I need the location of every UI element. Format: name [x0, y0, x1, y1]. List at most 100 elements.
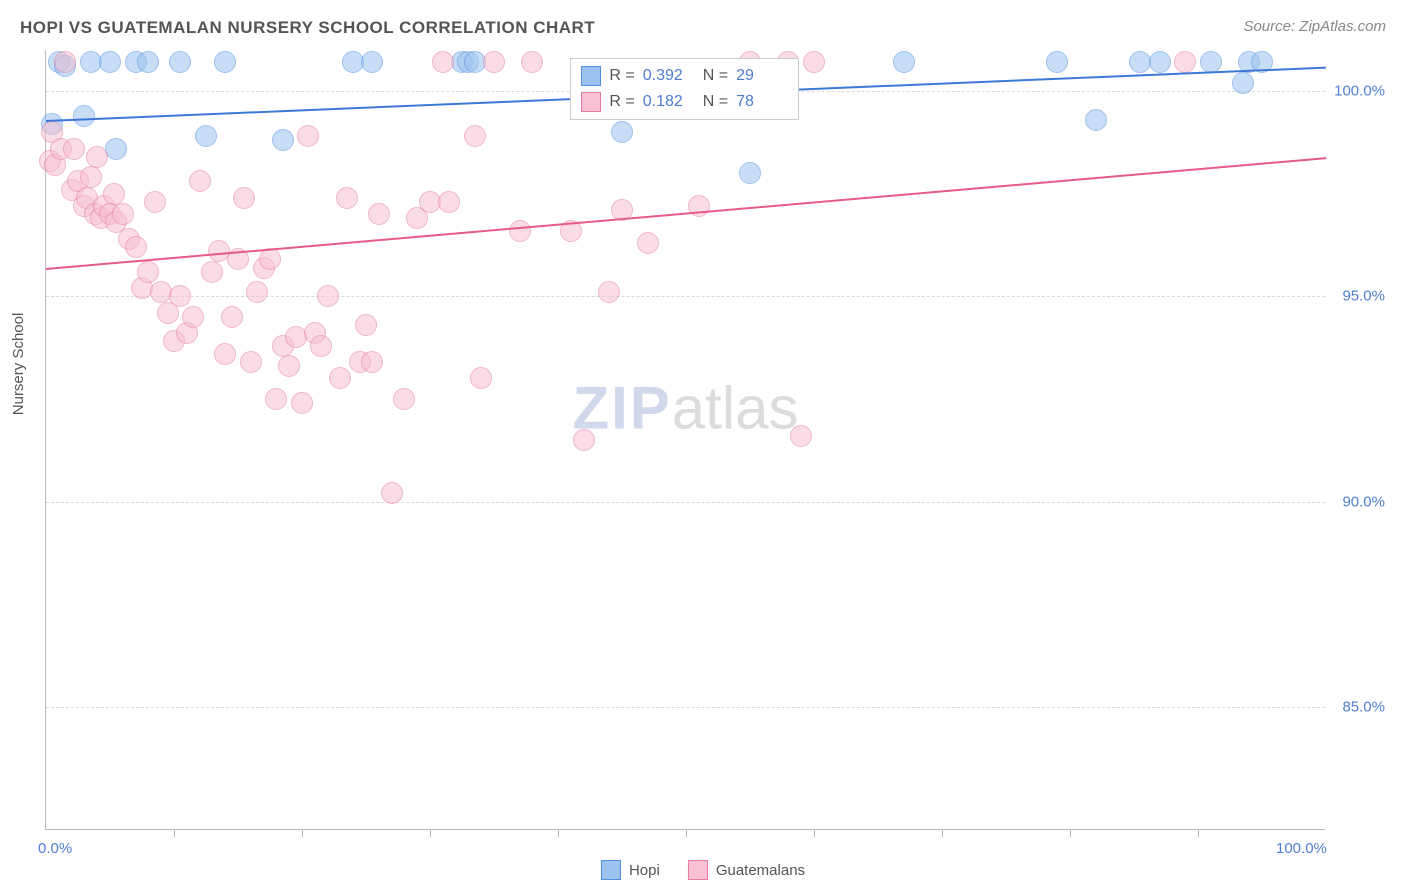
- data-point: [221, 306, 243, 328]
- data-point: [201, 261, 223, 283]
- legend-item: Guatemalans: [688, 860, 805, 880]
- x-tick: [430, 829, 431, 837]
- data-point: [182, 306, 204, 328]
- data-point: [790, 425, 812, 447]
- data-point: [464, 125, 486, 147]
- stat-n-label: N =: [703, 67, 728, 85]
- y-tick-label: 90.0%: [1342, 493, 1385, 510]
- data-point: [99, 51, 121, 73]
- data-point: [103, 183, 125, 205]
- data-point: [137, 51, 159, 73]
- data-point: [521, 51, 543, 73]
- data-point: [637, 232, 659, 254]
- stat-r-label: R =: [609, 93, 634, 111]
- data-point: [233, 187, 255, 209]
- x-tick: [302, 829, 303, 837]
- legend-item: Hopi: [601, 860, 660, 880]
- legend-swatch: [581, 92, 601, 112]
- data-point: [54, 51, 76, 73]
- data-point: [803, 51, 825, 73]
- stat-n-value: 29: [736, 67, 788, 85]
- x-tick: [1070, 829, 1071, 837]
- data-point: [291, 392, 313, 414]
- y-axis-title: Nursery School: [10, 313, 27, 416]
- gridline: [46, 296, 1325, 297]
- trend-line: [46, 157, 1326, 270]
- stat-r-label: R =: [609, 67, 634, 85]
- data-point: [317, 285, 339, 307]
- data-point: [573, 429, 595, 451]
- data-point: [355, 314, 377, 336]
- data-point: [611, 121, 633, 143]
- data-point: [63, 138, 85, 160]
- data-point: [310, 335, 332, 357]
- data-point: [137, 261, 159, 283]
- data-point: [169, 285, 191, 307]
- data-point: [329, 367, 351, 389]
- watermark-atlas: atlas: [672, 375, 799, 442]
- legend-stats-row: R = 0.182 N = 78: [581, 89, 788, 115]
- x-tick-label: 0.0%: [38, 840, 72, 857]
- data-point: [509, 220, 531, 242]
- x-tick: [942, 829, 943, 837]
- chart-title: HOPI VS GUATEMALAN NURSERY SCHOOL CORREL…: [20, 18, 595, 38]
- stat-r-value: 0.182: [643, 93, 695, 111]
- data-point: [1232, 72, 1254, 94]
- data-point: [739, 162, 761, 184]
- watermark: ZIPatlas: [572, 374, 798, 443]
- data-point: [393, 388, 415, 410]
- data-point: [86, 146, 108, 168]
- y-tick-label: 85.0%: [1342, 698, 1385, 715]
- data-point: [1200, 51, 1222, 73]
- data-point: [368, 203, 390, 225]
- legend-label: Guatemalans: [716, 862, 805, 879]
- stat-r-value: 0.392: [643, 67, 695, 85]
- data-point: [483, 51, 505, 73]
- gridline: [46, 502, 1325, 503]
- data-point: [105, 138, 127, 160]
- legend-label: Hopi: [629, 862, 660, 879]
- x-tick: [1198, 829, 1199, 837]
- data-point: [214, 343, 236, 365]
- data-point: [893, 51, 915, 73]
- x-tick-label: 100.0%: [1276, 840, 1327, 857]
- x-tick: [558, 829, 559, 837]
- plot-area: ZIPatlas 85.0%90.0%95.0%100.0%0.0%100.0%…: [45, 50, 1325, 830]
- source-label: Source: ZipAtlas.com: [1243, 18, 1386, 35]
- data-point: [112, 203, 134, 225]
- legend-swatch: [601, 860, 621, 880]
- data-point: [272, 129, 294, 151]
- data-point: [80, 166, 102, 188]
- data-point: [432, 51, 454, 73]
- data-point: [1046, 51, 1068, 73]
- data-point: [297, 125, 319, 147]
- legend-stats-row: R = 0.392 N = 29: [581, 63, 788, 89]
- legend-swatch: [581, 66, 601, 86]
- data-point: [361, 51, 383, 73]
- data-point: [214, 51, 236, 73]
- legend-swatch: [688, 860, 708, 880]
- data-point: [361, 351, 383, 373]
- x-tick: [814, 829, 815, 837]
- data-point: [336, 187, 358, 209]
- y-tick-label: 100.0%: [1334, 83, 1385, 100]
- stat-n-value: 78: [736, 93, 788, 111]
- data-point: [125, 236, 147, 258]
- gridline: [46, 707, 1325, 708]
- legend-bottom: Hopi Guatemalans: [601, 860, 805, 880]
- data-point: [470, 367, 492, 389]
- legend-stats: R = 0.392 N = 29 R = 0.182 N = 78: [570, 58, 799, 120]
- data-point: [1085, 109, 1107, 131]
- stat-n-label: N =: [703, 93, 728, 111]
- data-point: [1174, 51, 1196, 73]
- x-tick: [174, 829, 175, 837]
- data-point: [438, 191, 460, 213]
- x-tick: [686, 829, 687, 837]
- data-point: [169, 51, 191, 73]
- data-point: [265, 388, 287, 410]
- data-point: [195, 125, 217, 147]
- data-point: [144, 191, 166, 213]
- data-point: [189, 170, 211, 192]
- data-point: [1149, 51, 1171, 73]
- data-point: [246, 281, 268, 303]
